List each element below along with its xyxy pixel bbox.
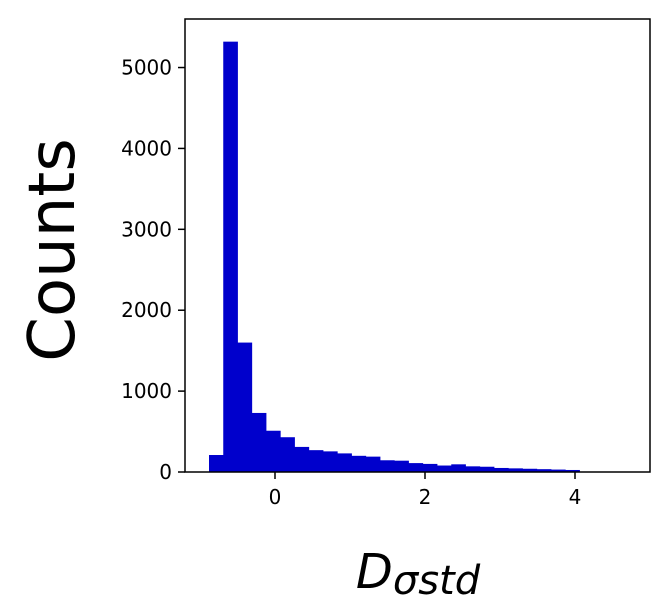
- histogram-bar: [380, 460, 395, 472]
- histogram-bar: [266, 430, 281, 472]
- x-axis-label-main: D: [356, 544, 393, 600]
- x-tick-label: 4: [569, 485, 582, 509]
- histogram-bar: [294, 446, 310, 472]
- histogram-bars: [209, 41, 580, 473]
- histogram-bar: [337, 453, 352, 472]
- y-tick-label: 5000: [121, 56, 172, 80]
- y-tick-label: 3000: [121, 217, 172, 241]
- histogram-bar: [479, 466, 495, 472]
- histogram-bar: [394, 460, 409, 472]
- plot-frame: [184, 18, 651, 473]
- y-tick-label: 0: [159, 460, 172, 484]
- histogram-bar: [494, 467, 509, 472]
- histogram-bar: [522, 468, 538, 472]
- histogram-bar: [508, 468, 523, 472]
- histogram-bar: [323, 451, 338, 472]
- y-tick-label: 1000: [121, 379, 172, 403]
- histogram-bar: [451, 464, 466, 472]
- histogram-bar: [551, 469, 566, 472]
- x-tick-label: 0: [269, 485, 282, 509]
- histogram-bar: [365, 456, 381, 472]
- histogram-bar: [565, 469, 580, 472]
- histogram-bar: [223, 41, 238, 473]
- histogram-bar: [209, 455, 224, 472]
- y-axis-label: Counts: [16, 138, 90, 361]
- x-tick-label: 2: [419, 485, 432, 509]
- histogram-bar: [251, 412, 267, 472]
- x-axis-ticks: 0 2 4: [269, 472, 582, 509]
- x-axis-label: Dσstd: [356, 544, 481, 604]
- histogram-bar: [308, 450, 324, 472]
- y-tick-label: 4000: [121, 136, 172, 160]
- histogram-bar: [351, 455, 367, 472]
- y-axis-ticks: 0 1000 2000 3000 4000 5000: [121, 56, 185, 484]
- histogram-bar: [237, 342, 253, 472]
- histogram-bar: [422, 463, 438, 472]
- x-axis-label-subscript: σstd: [393, 558, 481, 604]
- y-tick-label: 2000: [121, 298, 172, 322]
- histogram-bar: [437, 465, 452, 472]
- histogram-bar: [465, 466, 481, 472]
- histogram-bar: [280, 437, 295, 472]
- histogram-bar: [408, 463, 424, 472]
- histogram-bar: [536, 469, 552, 472]
